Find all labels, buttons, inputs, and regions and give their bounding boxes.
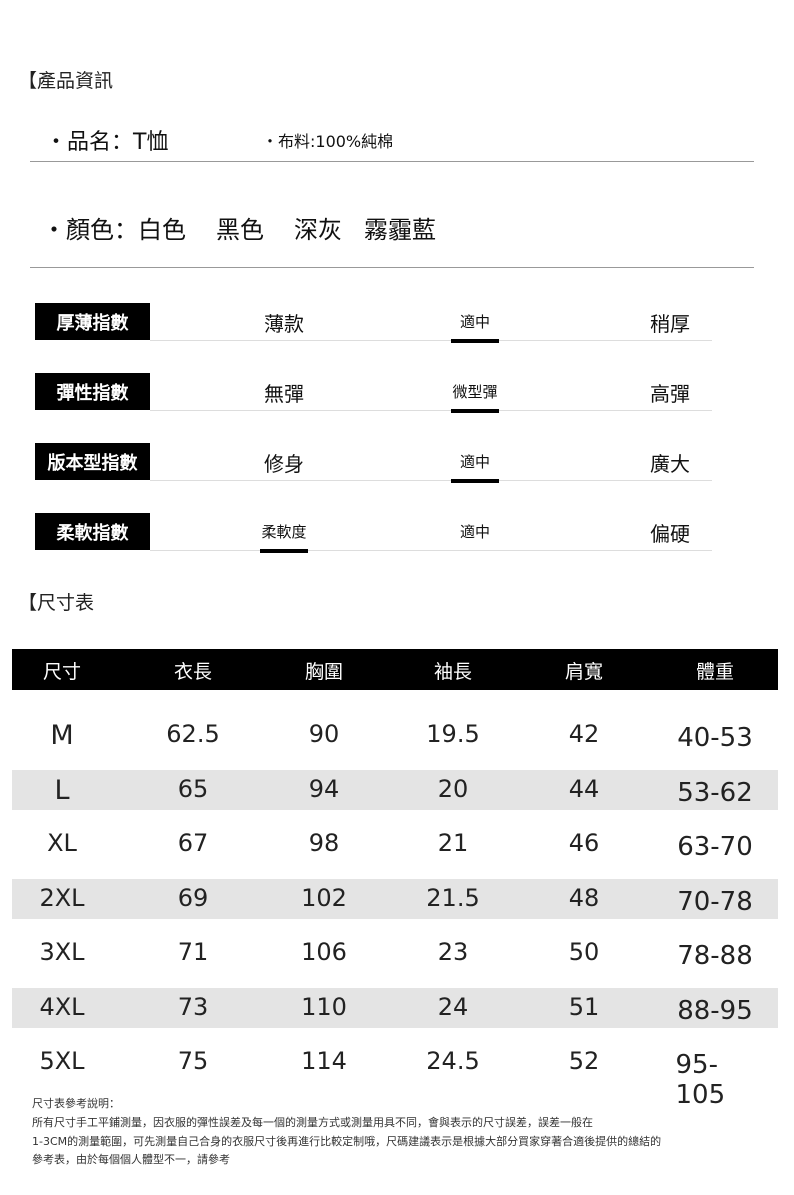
product-info-heading: 【產品資訊 (18, 70, 114, 92)
index-divider (150, 480, 712, 481)
table-cell: 44 (568, 774, 600, 803)
table-cell: 71 (177, 938, 209, 966)
index-option: 薄款 (264, 312, 304, 336)
notes-line: 1-3CM的測量範圍，可先測量自己合身的衣服尺寸後再進行比較定制哦，尺碼建議表示… (32, 1135, 662, 1148)
selected-marker (260, 549, 308, 553)
color-option: 深灰 (294, 216, 342, 244)
index-option: 適中 (459, 313, 491, 331)
table-cell: 90 (308, 720, 340, 748)
index-option: 適中 (459, 453, 491, 471)
row-band (12, 987, 778, 1028)
table-cell: 70-78 (677, 886, 753, 917)
table-cell: 65 (177, 774, 209, 803)
index-divider (150, 550, 712, 551)
table-cell: XL (47, 829, 77, 857)
color-option: 黑色 (216, 216, 264, 244)
divider (30, 161, 754, 162)
table-cell: 42 (568, 720, 600, 748)
index-option: 高彈 (650, 382, 690, 406)
table-cell: 52 (568, 1047, 600, 1075)
table-cell: 23 (437, 938, 469, 966)
selected-marker (451, 339, 499, 343)
index-divider (150, 410, 712, 411)
index-label: 彈性指數 (35, 373, 150, 410)
table-cell: 114 (301, 1047, 347, 1075)
index-option: 廣大 (650, 452, 690, 476)
column-header: 尺寸 (42, 661, 82, 683)
table-cell: 98 (308, 829, 340, 857)
index-option: 稍厚 (650, 312, 690, 336)
table-cell: 53-62 (677, 777, 753, 808)
selected-marker (451, 479, 499, 483)
index-option: 修身 (264, 452, 304, 476)
product-name: ・品名：T恤 (45, 130, 169, 155)
table-cell: 40-53 (677, 723, 753, 753)
table-cell: 78-88 (677, 941, 753, 971)
table-cell: 75 (177, 1047, 209, 1075)
index-option: 偏硬 (650, 522, 690, 546)
index-label: 厚薄指數 (35, 303, 150, 340)
table-cell: 102 (301, 883, 347, 912)
column-header: 袖長 (433, 661, 473, 683)
table-cell: 48 (568, 883, 600, 912)
product-colors: ・顏色： 白色 黑色 深灰 霧霾藍 (42, 210, 466, 245)
table-cell: 46 (568, 829, 600, 857)
table-cell: 69 (177, 883, 209, 912)
table-cell: 21 (437, 829, 469, 857)
column-header: 肩寬 (564, 661, 604, 683)
size-chart-heading: 【尺寸表 (18, 592, 95, 614)
row-band (12, 878, 778, 919)
column-header: 體重 (695, 661, 735, 683)
index-option: 適中 (459, 523, 491, 541)
index-option: 柔軟度 (261, 523, 307, 541)
product-fabric: ・布料:100%純棉 (262, 132, 394, 151)
table-header (12, 649, 778, 690)
column-header: 胸圍 (304, 661, 344, 683)
table-cell: 3XL (39, 938, 85, 966)
index-divider (150, 340, 712, 341)
notes-title: 尺寸表參考說明： (32, 1097, 120, 1110)
selected-marker (451, 409, 499, 413)
table-cell: 24.5 (426, 1047, 480, 1075)
row-band (12, 769, 778, 810)
table-cell: 20 (437, 774, 469, 803)
index-label: 柔軟指數 (35, 513, 150, 550)
colors-label: ・顏色： (42, 216, 138, 244)
table-cell: 4XL (39, 992, 85, 1021)
table-cell: 2XL (39, 883, 85, 912)
table-cell: 67 (177, 829, 209, 857)
notes-line: 參考表，由於每個個人體型不一，請參考 (32, 1153, 230, 1166)
table-cell: 62.5 (166, 720, 220, 748)
table-cell: 51 (568, 992, 600, 1021)
table-cell: 5XL (39, 1047, 85, 1075)
color-option: 白色 (138, 216, 186, 244)
index-label: 版本型指數 (35, 443, 150, 480)
index-option: 無彈 (264, 382, 304, 406)
table-cell: 24 (437, 992, 469, 1021)
table-cell: M (50, 720, 74, 751)
table-cell: 19.5 (426, 720, 480, 748)
notes-line: 所有尺寸手工平鋪測量，因衣服的彈性誤差及每一個的測量方式或測量用具不同，會與表示… (32, 1116, 593, 1129)
table-cell: 95-105 (675, 1050, 726, 1110)
table-cell: 21.5 (426, 883, 480, 912)
index-option: 微型彈 (452, 383, 498, 401)
table-cell: 50 (568, 938, 600, 966)
divider (30, 267, 754, 268)
column-header: 衣長 (173, 661, 213, 683)
table-cell: L (54, 774, 70, 806)
table-cell: 106 (301, 938, 347, 966)
table-cell: 110 (301, 992, 347, 1021)
color-option: 霧霾藍 (364, 216, 436, 244)
table-cell: 63-70 (677, 832, 753, 862)
table-cell: 73 (177, 992, 209, 1021)
table-cell: 94 (308, 774, 340, 803)
table-cell: 88-95 (677, 995, 753, 1026)
